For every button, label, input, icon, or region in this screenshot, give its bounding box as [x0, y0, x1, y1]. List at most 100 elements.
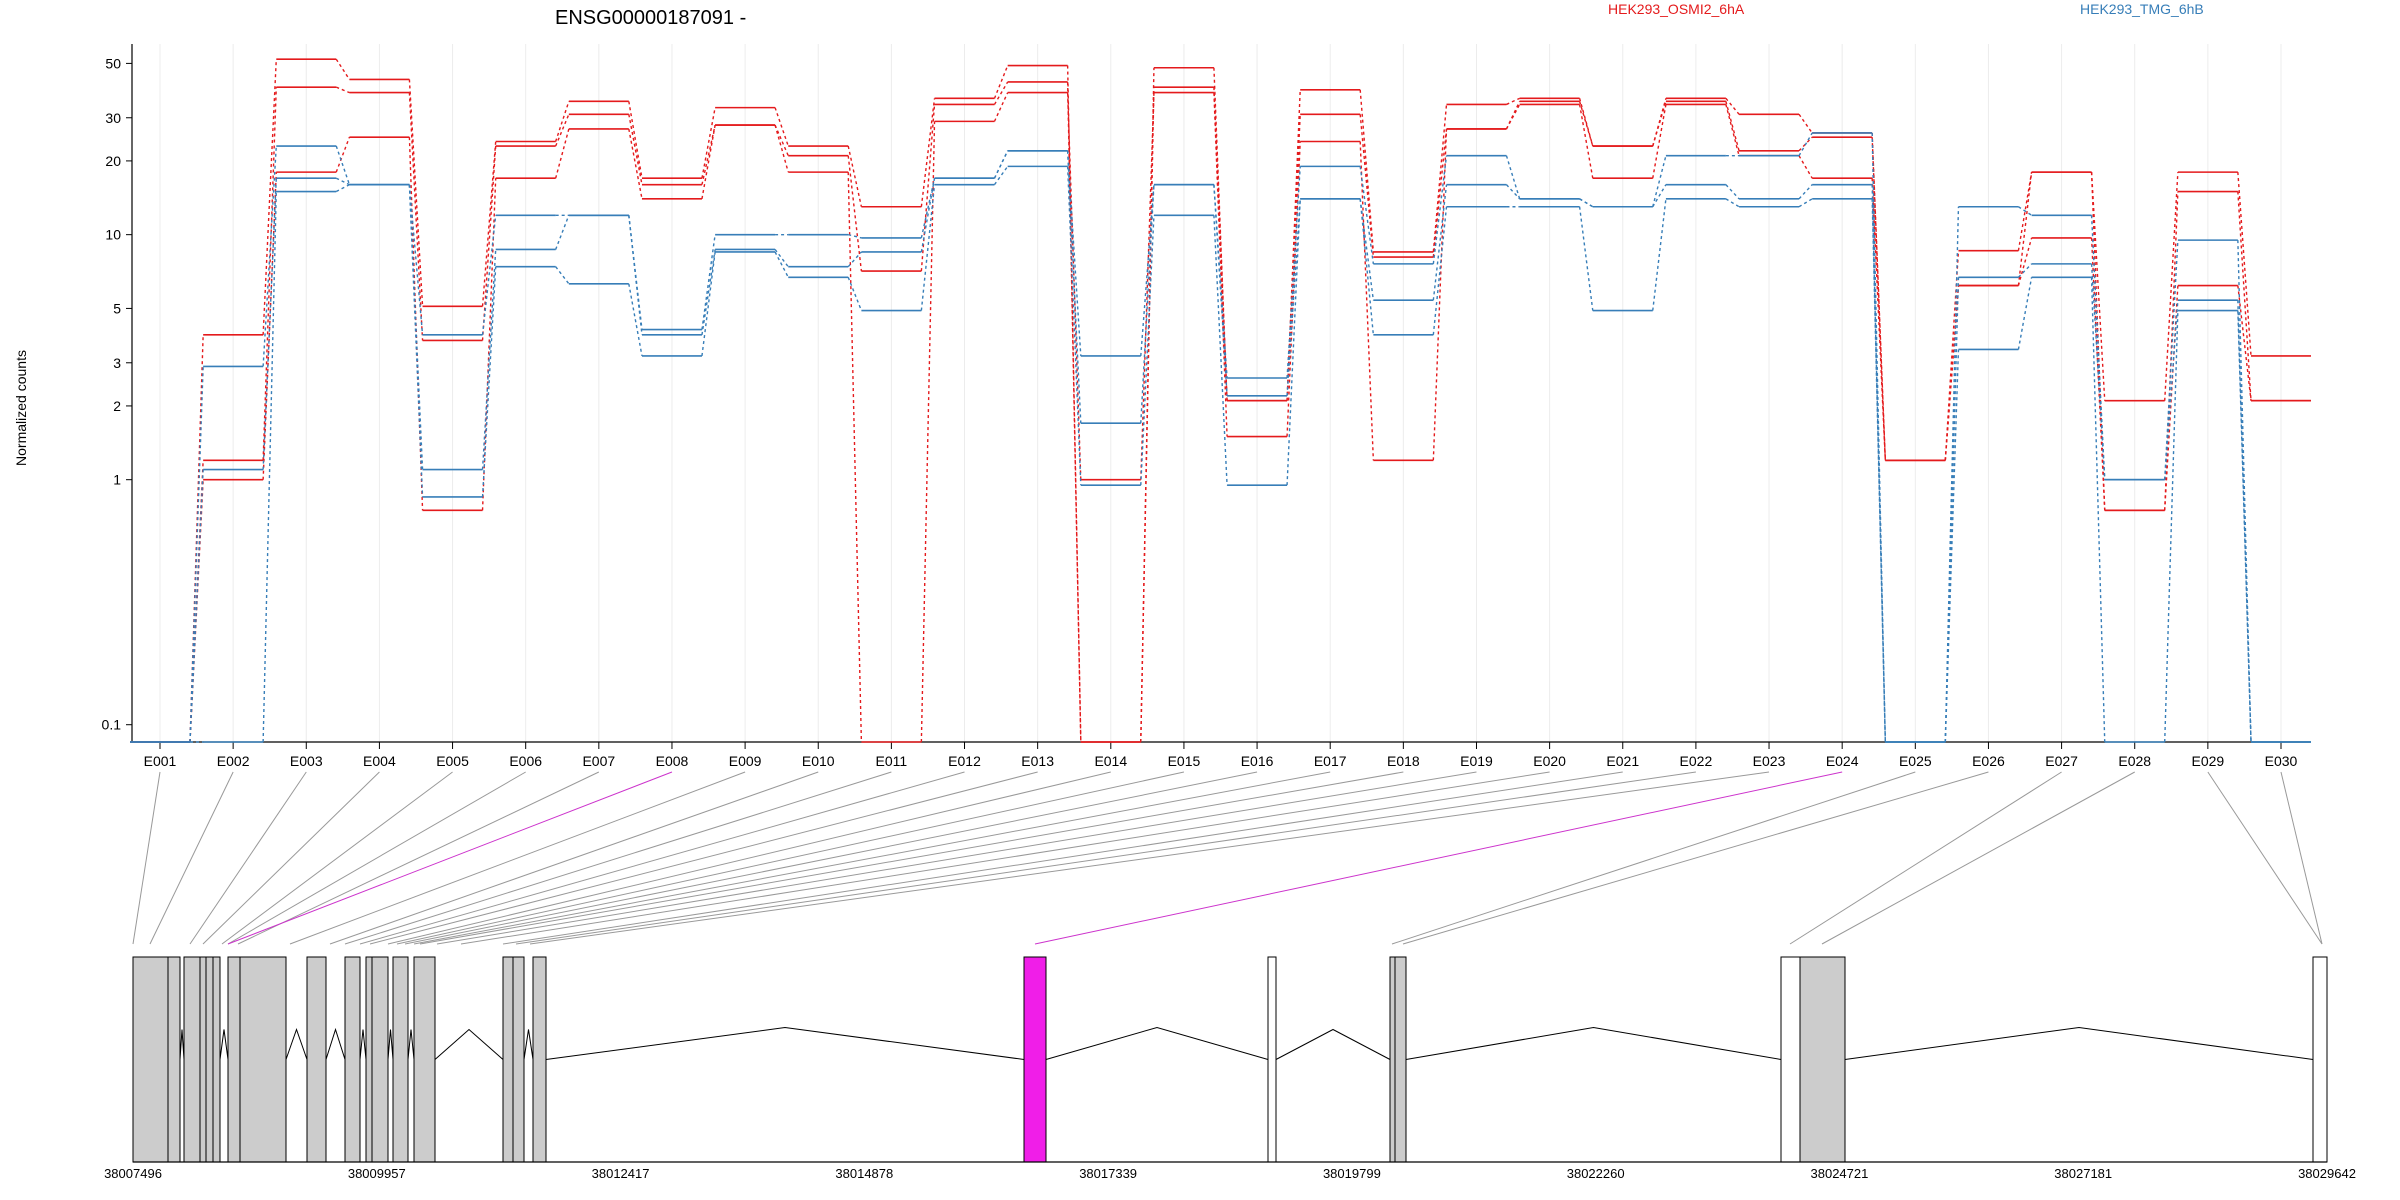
x-tick-label: E020: [1533, 753, 1566, 769]
coord-tick-label: 38029642: [2298, 1166, 2356, 1181]
series-connector: [335, 145, 351, 185]
series-connector: [993, 81, 1009, 105]
series-connector: [1066, 166, 1082, 486]
exon-connector: [436, 771, 1477, 945]
x-tick-label: E018: [1387, 753, 1420, 769]
series-connector: [1432, 128, 1448, 461]
x-tick-label: E001: [144, 753, 177, 769]
y-tick-label: 0.1: [102, 717, 122, 733]
series-connector: [1066, 81, 1082, 743]
y-axis-label: Normalized counts: [13, 350, 29, 466]
intron: [1405, 1026, 1782, 1060]
series-connector: [1725, 184, 1740, 200]
exon-connector: [344, 771, 892, 945]
x-tick-label: E007: [582, 753, 615, 769]
series-connector: [1359, 89, 1375, 253]
series-connector: [555, 101, 570, 142]
exon-box: [132, 956, 169, 1163]
exon-connector: [1034, 771, 1843, 945]
series-connector: [993, 92, 1009, 122]
series-connector: [1066, 150, 1082, 356]
exon-box: [212, 956, 221, 1163]
exon-box: [512, 956, 525, 1163]
series-connector: [335, 136, 351, 173]
series-2: [130, 91, 2311, 743]
legend-item-osmi2: HEK293_OSMI2_6hA: [1608, 1, 1745, 17]
series-connector: [2017, 172, 2033, 251]
series-connector: [628, 114, 643, 185]
series-4: [130, 149, 2311, 743]
exon-connector: [237, 771, 600, 945]
x-tick-label: E021: [1606, 753, 1639, 769]
series-connector: [774, 124, 789, 173]
exon-connector: [1789, 771, 2062, 945]
x-tick-label: E024: [1826, 753, 1859, 769]
series-connector: [1140, 92, 1155, 480]
exon-box: [1023, 956, 1047, 1163]
series-connector: [1505, 104, 1521, 130]
exon-connector: [359, 771, 965, 945]
series-connector: [993, 150, 1009, 179]
y-tick-label: 20: [105, 153, 121, 169]
exon-connector: [132, 771, 161, 945]
coord-tick-label: 38027181: [2054, 1166, 2112, 1181]
series-connector: [335, 58, 351, 80]
x-tick-label: E028: [2118, 753, 2151, 769]
series-connector: [1286, 166, 1301, 379]
series-connector: [701, 249, 716, 335]
x-tick-label: E008: [656, 753, 689, 769]
series-connector: [847, 155, 863, 272]
series-connector: [1578, 104, 1594, 179]
series-connector: [1652, 184, 1667, 208]
x-tick-label: E012: [948, 753, 981, 769]
series-connector: [481, 266, 497, 498]
exon-connector: [515, 771, 1696, 945]
x-tick-label: E011: [876, 753, 908, 769]
exon-box: [205, 956, 214, 1163]
exon-box: [306, 956, 327, 1163]
exon-box: [1780, 956, 1801, 1163]
series-connector: [774, 251, 789, 278]
series-connector: [2017, 237, 2033, 286]
x-tick-label: E026: [1972, 753, 2005, 769]
series-connector: [2090, 215, 2106, 480]
x-tick-label: E029: [2192, 753, 2225, 769]
series-connector: [1725, 104, 1740, 156]
series-connector: [1359, 166, 1375, 264]
exon-box: [1394, 956, 1407, 1163]
series-connector: [189, 469, 204, 743]
x-tick-label: E022: [1680, 753, 1713, 769]
series-connector: [1652, 104, 1667, 179]
series-connector: [555, 266, 570, 285]
intron: [1045, 1026, 1269, 1060]
series-connector: [408, 92, 424, 341]
series-connector: [1066, 65, 1082, 743]
y-tick-label: 10: [105, 227, 121, 243]
chart-title: ENSG00000187091 -: [555, 7, 746, 29]
series-connector: [1944, 349, 1960, 743]
series-connector: [2237, 285, 2252, 401]
axes: 0.1 1 2 3 5 10 20 30 50 E001 E002 E003 E004 E005 E006 E…: [102, 44, 2310, 769]
x-tick-label: E019: [1460, 753, 1493, 769]
series-connector: [262, 145, 277, 367]
series-connector: [1432, 104, 1448, 253]
exon-connector: [1821, 771, 2135, 945]
intron: [325, 1027, 346, 1060]
series-connector: [1652, 155, 1667, 207]
exon-box: [167, 956, 181, 1163]
x-tick-label: E009: [729, 753, 762, 769]
series-connector: [1798, 198, 1813, 208]
series-connector: [1140, 184, 1155, 424]
series-connector: [920, 178, 936, 253]
x-tick-label: E003: [290, 753, 323, 769]
exon-connector: [227, 771, 526, 945]
series-connector: [1140, 87, 1155, 743]
series-connector: [408, 184, 424, 498]
series-connector: [1066, 92, 1082, 480]
series-connector: [1213, 184, 1228, 396]
y-tick-label: 30: [105, 110, 121, 126]
exon-connector: [387, 771, 1111, 945]
exon-connector: [1391, 771, 1916, 945]
exon-connectors: [132, 771, 2323, 945]
series-connector: [408, 184, 424, 335]
